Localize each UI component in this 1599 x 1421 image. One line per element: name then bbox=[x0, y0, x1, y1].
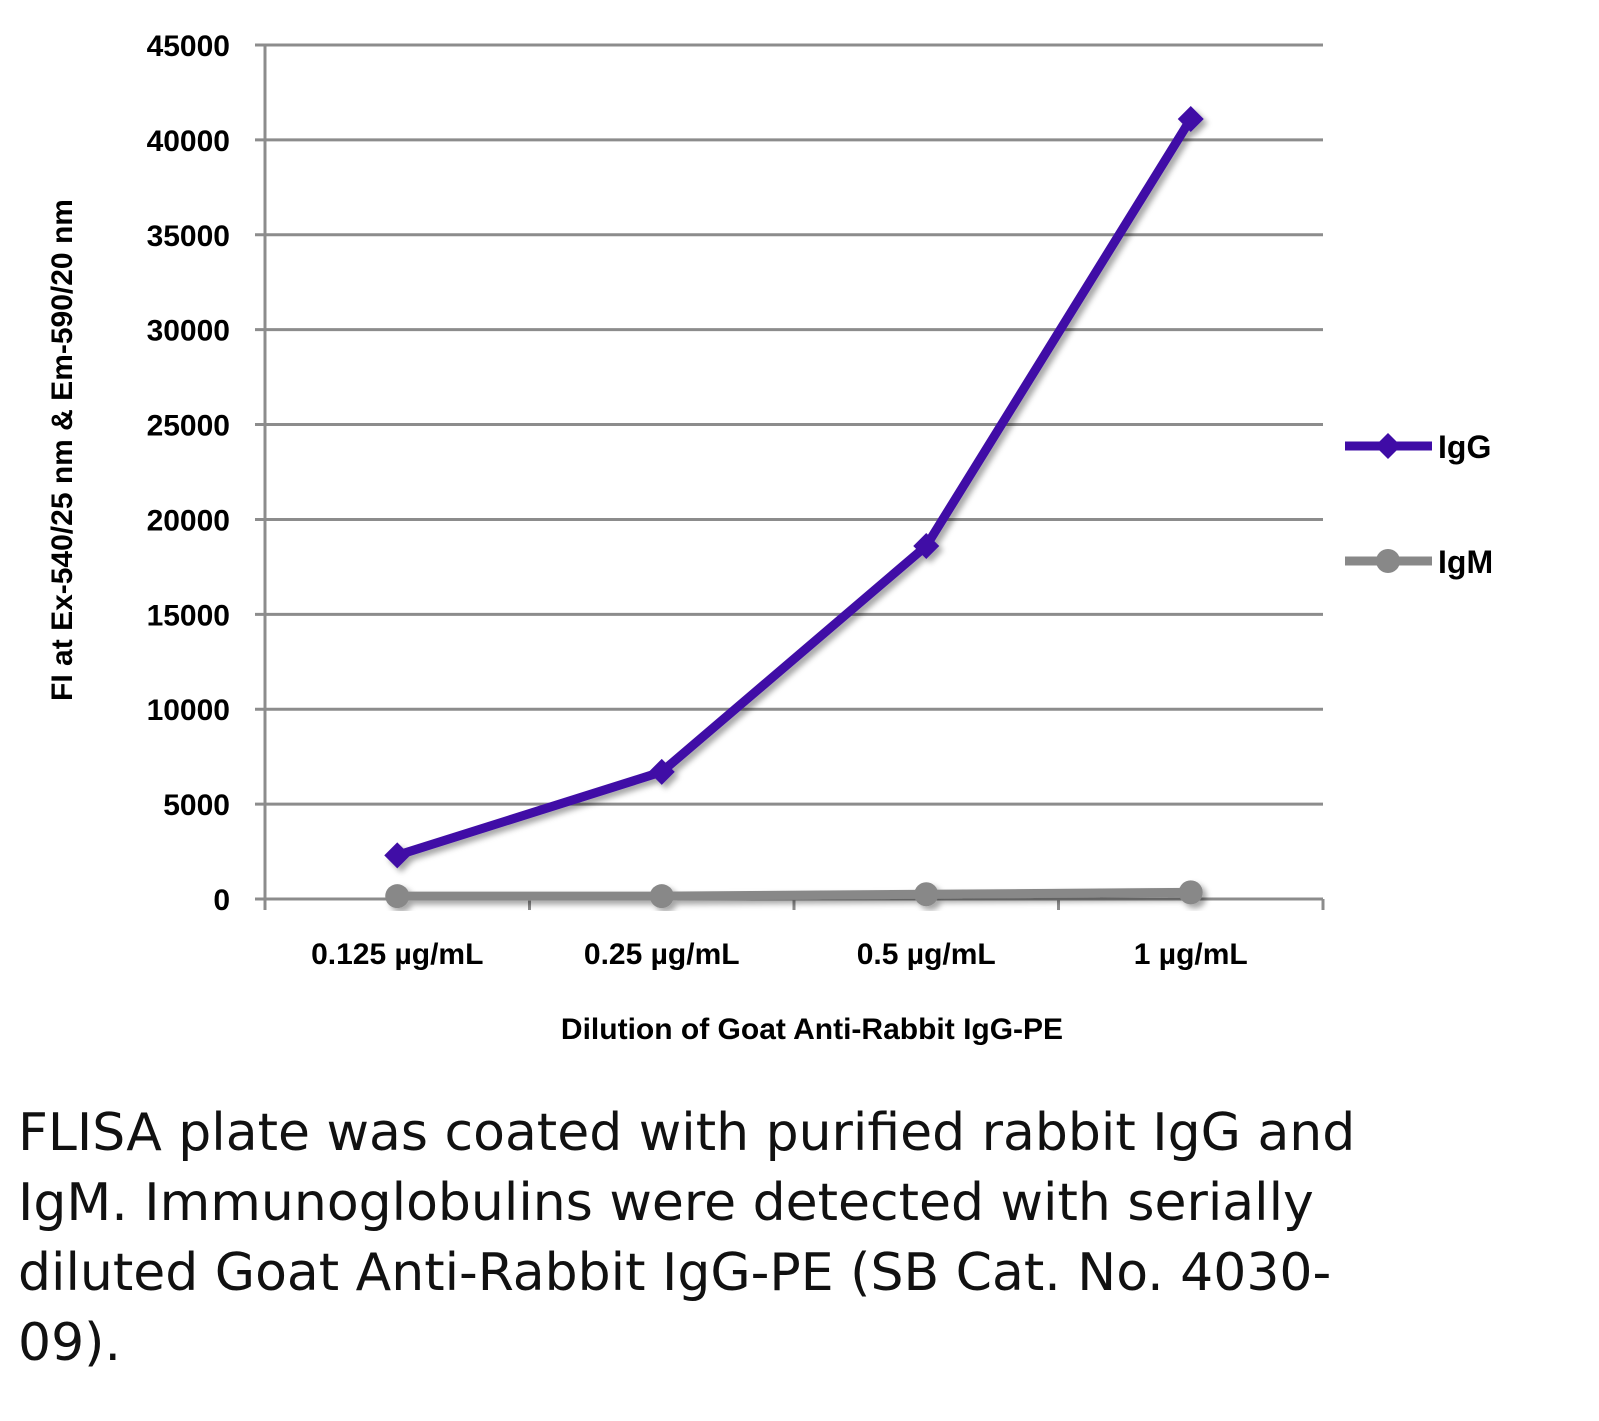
series-line-igg bbox=[395, 116, 1195, 860]
y-tick-label: 30000 bbox=[147, 315, 230, 348]
series-igm bbox=[385, 880, 1203, 909]
figure-caption: FLISA plate was coated with purified rab… bbox=[18, 1103, 1356, 1373]
legend-label: IgM bbox=[1438, 544, 1493, 580]
data-point-igm bbox=[1178, 880, 1203, 905]
data-point-igg bbox=[384, 842, 411, 869]
series-igg bbox=[384, 106, 1204, 869]
y-tick-label: 45000 bbox=[147, 30, 230, 63]
y-tick-label: 40000 bbox=[147, 125, 230, 158]
y-tick-label: 15000 bbox=[147, 599, 230, 632]
y-axis-label: FI at Ex-540/25 nm & Em-590/20 nm bbox=[46, 199, 79, 701]
data-point-igg bbox=[648, 758, 675, 785]
data-point-igm bbox=[914, 882, 939, 907]
data-point-igg bbox=[913, 533, 940, 560]
y-tick-label: 25000 bbox=[147, 410, 230, 443]
data-point-igm bbox=[385, 884, 410, 909]
legend-item-igg: IgG bbox=[1345, 429, 1491, 465]
y-tick-label: 5000 bbox=[163, 789, 230, 822]
data-point-igm bbox=[649, 884, 674, 909]
x-tick-label: 1 µg/mL bbox=[1134, 938, 1248, 971]
line-chart: 0 5000 10000 15000 20000 25000 30000 35000 40000… bbox=[46, 30, 1493, 1046]
x-tick-label: 0.25 µg/mL bbox=[584, 938, 740, 971]
y-tick-label: 0 bbox=[213, 884, 230, 917]
x-tick-label: 0.5 µg/mL bbox=[857, 938, 996, 971]
y-tick-label: 35000 bbox=[147, 220, 230, 253]
series-line-igm bbox=[397, 887, 1191, 901]
legend-marker bbox=[1375, 433, 1401, 459]
legend-marker bbox=[1376, 549, 1400, 573]
x-tick-label: 0.125 µg/mL bbox=[311, 938, 483, 971]
data-point-igg bbox=[1177, 106, 1204, 133]
y-tick-label: 10000 bbox=[147, 694, 230, 727]
x-axis-label: Dilution of Goat Anti-Rabbit IgG-PE bbox=[561, 1013, 1063, 1046]
legend-item-igm: IgM bbox=[1345, 544, 1493, 580]
y-tick-label: 20000 bbox=[147, 504, 230, 537]
legend-label: IgG bbox=[1438, 429, 1491, 465]
